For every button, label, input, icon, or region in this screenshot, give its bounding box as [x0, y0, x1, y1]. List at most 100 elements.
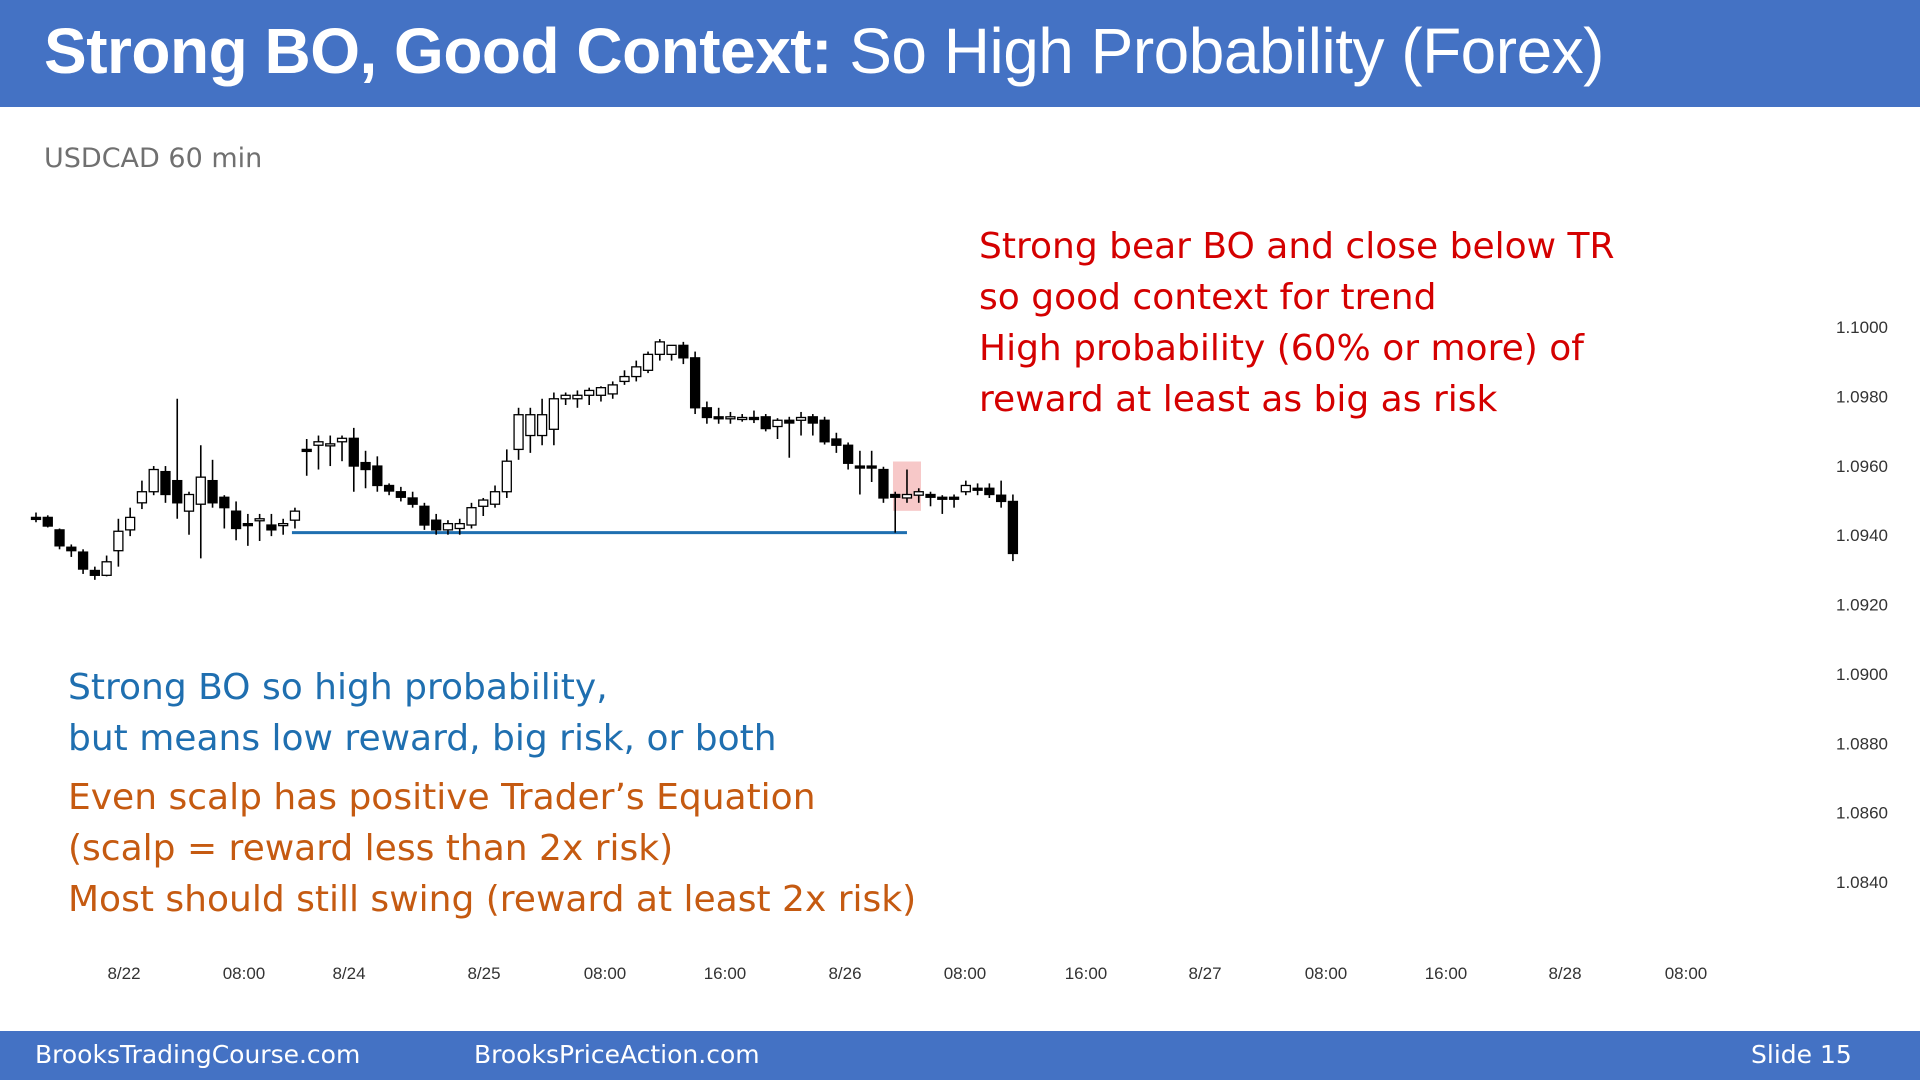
bear-candle-body [1007, 500, 1019, 555]
bull-candle-body [901, 493, 913, 499]
chart-symbol-label: USDCAD 60 min [44, 143, 263, 174]
bear-candle-body [831, 438, 842, 446]
bear-candle-body [77, 551, 89, 570]
bull-candle-body [572, 394, 583, 400]
bull-candle-body [737, 416, 748, 421]
bear-candle-body [407, 497, 418, 505]
slide-title: Strong BO, Good Context: So High Probabi… [44, 14, 1604, 88]
bear-candle-body [360, 461, 371, 471]
y-axis-tick-label: 1.0900 [1836, 665, 1888, 684]
bear-candle-body [431, 519, 442, 531]
bear-candle-body [925, 493, 936, 498]
bear-candle-body [372, 465, 383, 487]
bull-candle-body [654, 341, 665, 356]
red-annotation-line: so good context for trend [979, 277, 1437, 318]
y-axis-tick-label: 1.0920 [1836, 596, 1888, 615]
bull-candle-body [195, 476, 206, 505]
bear-candle-body [995, 494, 1007, 503]
bear-candle-body [760, 416, 771, 430]
orange-annotation-line: Even scalp has positive Trader’s Equatio… [68, 777, 816, 818]
bull-candle-body [772, 419, 783, 428]
bull-candle-body [442, 522, 454, 531]
bear-candle-body [984, 487, 995, 496]
footer-left-link[interactable]: BrooksTradingCourse.com [35, 1040, 361, 1069]
bull-candle-body [278, 522, 289, 527]
bull-candle-body [525, 414, 536, 437]
x-axis-tick-label: 16:00 [1425, 964, 1468, 983]
y-axis-tick-label: 1.1000 [1836, 318, 1888, 337]
y-axis-tick-label: 1.0940 [1836, 526, 1888, 545]
bear-candle-body [42, 516, 53, 527]
bear-candle-body [713, 416, 724, 420]
bear-candle-body [230, 510, 242, 530]
blue-annotation-line: but means low reward, big risk, or both [68, 718, 777, 759]
x-axis-tick-label: 08:00 [223, 964, 266, 983]
bull-candle-body [336, 437, 348, 443]
bear-candle-body [348, 437, 359, 467]
x-axis-tick-label: 16:00 [704, 964, 747, 983]
orange-annotation: Even scalp has positive Trader’s Equatio… [68, 772, 916, 925]
bear-candle-body [689, 357, 701, 409]
bear-candle-body [948, 496, 960, 500]
x-axis-tick-label: 16:00 [1065, 964, 1108, 983]
bear-candle-body [160, 470, 171, 496]
bull-candle-body [960, 484, 971, 493]
bull-candle-body [113, 530, 124, 552]
bull-candle-body [478, 499, 489, 507]
bull-candle-body [513, 414, 524, 451]
bear-candle-body [172, 479, 183, 504]
y-axis-tick-label: 1.0840 [1836, 873, 1888, 892]
x-axis-tick-label: 08:00 [1305, 964, 1348, 983]
bear-candle-body [748, 416, 760, 421]
orange-annotation-line: Most should still swing (reward at least… [68, 879, 917, 920]
bull-candle-body [584, 389, 595, 396]
x-axis-tick-label: 8/22 [107, 964, 140, 983]
orange-annotation-line: (scalp = reward less than 2x risk) [68, 828, 674, 869]
bear-candle-body [383, 484, 395, 492]
bear-candle-body [395, 491, 407, 498]
bull-candle-body [325, 443, 336, 447]
bear-candle-body [678, 344, 689, 359]
slide-title-rest: So High Probability (Forex) [831, 15, 1604, 87]
red-annotation-line: reward at least as big as risk [979, 379, 1498, 420]
bear-candle-body [784, 419, 795, 424]
bear-candle-body [854, 465, 866, 469]
y-axis-tick-label: 1.0960 [1836, 457, 1888, 476]
bull-candle-body [631, 366, 642, 378]
bear-candle-body [878, 468, 889, 499]
y-axis-tick-label: 1.0980 [1836, 387, 1888, 406]
bull-candle-body [548, 398, 560, 430]
red-annotation-line: Strong bear BO and close below TR [979, 226, 1615, 267]
x-axis-tick-label: 08:00 [584, 964, 627, 983]
bear-candle-body [419, 505, 430, 526]
bear-candle-body [842, 444, 854, 464]
bear-candle-body [207, 479, 218, 504]
bear-candle-body [819, 419, 830, 443]
blue-annotation-line: Strong BO so high probability, [68, 667, 608, 708]
bull-candle-body [595, 387, 607, 396]
footer-center-link[interactable]: BrooksPriceAction.com [474, 1040, 760, 1069]
x-axis-tick-label: 8/28 [1548, 964, 1581, 983]
x-axis-tick-label: 8/24 [332, 964, 365, 983]
y-axis-tick-label: 1.0860 [1836, 804, 1888, 823]
bear-candle-body [219, 496, 230, 509]
bull-candle-body [666, 344, 677, 356]
bear-candle-body [242, 522, 254, 527]
bull-candle-body [125, 516, 136, 531]
bull-candle-body [289, 510, 301, 521]
x-axis-tick-label: 08:00 [1665, 964, 1708, 983]
bull-candle-body [619, 375, 630, 383]
bear-candle-body [89, 569, 100, 576]
bull-candle-body [254, 518, 265, 522]
bull-candle-body [148, 468, 159, 493]
bear-candle-body [866, 465, 877, 469]
bull-candle-body [183, 493, 195, 512]
bull-candle-body [642, 353, 654, 371]
footer-bar: BrooksTradingCourse.com BrooksPriceActio… [0, 1031, 1920, 1080]
slide-number: Slide 15 [1751, 1040, 1852, 1069]
bull-candle-body [489, 491, 501, 505]
bull-candle-body [607, 384, 618, 395]
bull-candle-body [795, 416, 807, 421]
bear-candle-body [807, 416, 818, 424]
bull-candle-body [913, 491, 924, 496]
